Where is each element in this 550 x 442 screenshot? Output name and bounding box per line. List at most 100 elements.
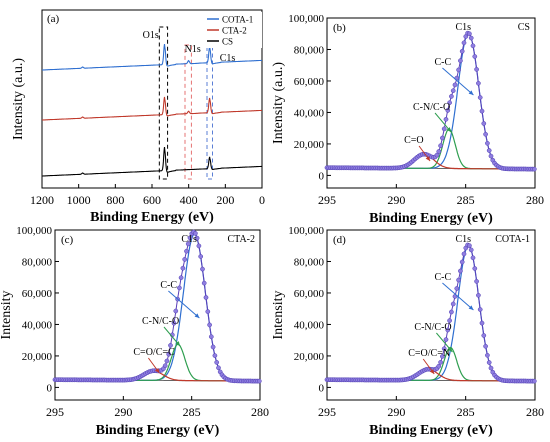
d-arrow-cn-head — [447, 347, 453, 352]
data-point — [481, 333, 487, 338]
d-label-cn: C-N/C-O — [414, 322, 451, 333]
c-label-co: C=O/C=C — [133, 347, 175, 358]
d-panel-label: (d) — [333, 234, 346, 246]
data-point — [178, 275, 184, 281]
series-cta-2 — [42, 96, 262, 121]
region-O1s — [158, 26, 169, 180]
data-point — [210, 344, 216, 350]
data-point — [486, 148, 492, 153]
data-point — [441, 126, 447, 132]
data-point — [461, 40, 467, 46]
data-point — [454, 286, 460, 291]
series-cota-1 — [42, 44, 262, 71]
b-label-cc: C-C — [434, 57, 451, 68]
d-label-c1s: C1s — [455, 234, 471, 245]
d-envelope — [327, 244, 535, 382]
b-ytick-label: 100,000 — [288, 13, 324, 25]
d-ytick-label: 80,000 — [294, 256, 325, 268]
data-point — [441, 346, 447, 352]
b-arrow-co-head — [425, 156, 431, 161]
data-point — [449, 94, 454, 99]
data-point — [472, 54, 478, 59]
data-point — [458, 268, 463, 274]
legend-entry: CS — [222, 37, 233, 47]
data-point — [436, 149, 442, 154]
b-xtick-label: 295 — [318, 193, 336, 207]
data-point — [483, 343, 488, 349]
data-point — [173, 308, 179, 314]
c-ytick-label: 20,000 — [22, 351, 53, 363]
data-point — [481, 121, 487, 126]
a-panel-label: (a) — [47, 13, 60, 25]
data-point — [449, 309, 454, 315]
a-xtick-label: 1200 — [30, 193, 54, 207]
data-point — [474, 67, 479, 72]
d-label-co: C=O/C=N — [408, 348, 450, 359]
a-xtick-label: 800 — [106, 193, 124, 207]
data-point — [194, 235, 200, 241]
data-point — [485, 352, 490, 358]
panel-a: 1200 1000 800 600 400 200 0 Binding Energy (eV)… — [11, 9, 265, 225]
c-arrow-co-head — [154, 368, 160, 373]
d-xtick-label: 295 — [318, 405, 336, 419]
b-ytick-label: 0 — [319, 170, 325, 182]
data-point — [180, 265, 186, 271]
data-point — [182, 257, 188, 262]
data-point — [214, 360, 220, 365]
data-point — [256, 378, 262, 384]
data-point — [479, 320, 485, 326]
data-point — [440, 354, 445, 359]
b-label-cn: C-N/C-O — [413, 102, 450, 113]
d-component-c-c — [327, 244, 535, 382]
data-point — [474, 279, 479, 284]
c-xtick-label: 285 — [183, 405, 201, 419]
data-point — [485, 140, 490, 146]
data-point — [476, 292, 481, 298]
data-point — [450, 301, 456, 307]
c-ytick-label: 0 — [47, 382, 53, 394]
d-xtick-label: 290 — [387, 405, 405, 419]
data-point — [440, 135, 445, 141]
a-xtick-label: 600 — [143, 193, 161, 207]
data-point — [447, 318, 452, 323]
b-xlabel: Binding Energy (eV) — [369, 211, 493, 226]
data-point — [200, 266, 205, 272]
d-label-cc: C-C — [434, 272, 451, 283]
legend-entry: COTA-1 — [222, 15, 253, 25]
data-point — [467, 243, 472, 248]
data-point — [470, 255, 476, 261]
d-arrow-cc-line — [442, 282, 474, 311]
data-point — [459, 259, 465, 265]
c-arrow-cc-line — [168, 290, 200, 319]
data-point — [216, 365, 221, 371]
data-point — [205, 309, 211, 314]
data-point — [477, 307, 483, 312]
d-xlabel: Binding Energy (eV) — [369, 423, 493, 438]
c-label-cc: C-C — [160, 280, 177, 291]
data-point — [452, 82, 458, 88]
data-point — [443, 337, 449, 342]
a-xtick-label: 200 — [216, 193, 234, 207]
b-sample-label: CS — [518, 22, 530, 33]
data-point — [531, 378, 537, 384]
data-point — [212, 353, 218, 358]
b-arrow-cc-line — [442, 67, 474, 96]
data-point — [450, 88, 456, 94]
data-point — [162, 363, 168, 369]
panel-b: 295 290 285 280 0 20,000 40,000 60,000 80,000 100… — [271, 13, 544, 226]
c-ytick-label: 40,000 — [22, 319, 53, 331]
c-ytick-label: 80,000 — [22, 256, 53, 268]
data-point — [193, 231, 198, 236]
c-component-c-c — [55, 233, 260, 382]
c-xtick-label: 290 — [114, 405, 132, 419]
data-point — [436, 363, 442, 369]
data-point — [470, 43, 476, 49]
panel-d: 295 290 285 280 0 20,000 40,000 60,000 80,000 100… — [271, 225, 544, 438]
data-point — [456, 277, 461, 283]
data-point — [458, 58, 463, 64]
region-N1s — [184, 44, 192, 180]
data-point — [445, 327, 451, 333]
d-xtick-label: 285 — [457, 405, 475, 419]
data-point — [184, 248, 189, 254]
data-point — [486, 360, 492, 365]
